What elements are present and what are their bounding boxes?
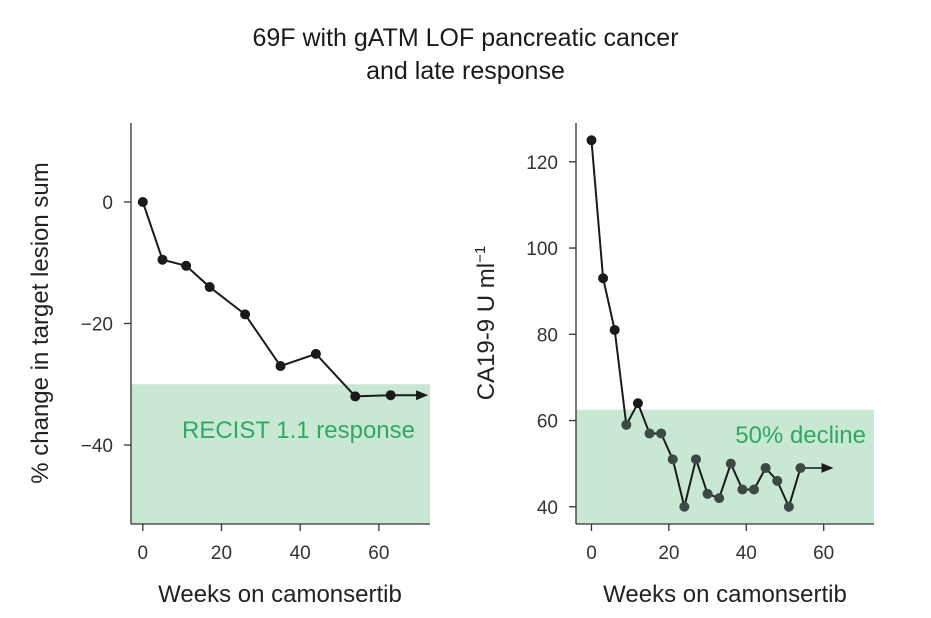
y-axis-label-ca19-9-sup: −1 [472,246,489,263]
data-point [204,282,215,293]
decline-label: 50% decline [735,422,866,449]
data-point [760,462,771,473]
data-point [679,501,690,512]
data-point [725,458,736,469]
x-tick-label: 60 [813,543,834,564]
x-tick-label: 0 [138,543,149,564]
data-point [783,501,794,512]
data-point [310,348,321,359]
axes-lesion-sum: 0 20 40 60 0 −20 −40 [81,123,430,564]
data-point [656,428,667,439]
x-tick-label: 20 [658,543,679,564]
y-tick-label: 40 [537,498,558,519]
data-point [772,475,783,486]
y-axis-label-ca19-9-base: CA19-9 U ml [473,263,500,400]
y-tick-label: 80 [537,325,558,346]
x-tick-label: 40 [290,543,311,564]
data-point [621,419,632,430]
data-point [275,361,286,372]
data-point [598,273,609,284]
y-tick-label: 0 [102,193,113,214]
data-point [157,254,168,265]
data-point [240,309,251,320]
data-point [181,260,192,271]
title-line-2: and late response [366,57,565,85]
x-tick-label: 0 [586,543,597,564]
x-tick-label: 20 [211,543,232,564]
data-point [632,398,643,409]
y-tick-label: 100 [526,239,558,260]
data-point [795,462,806,473]
data-point [609,324,620,335]
x-tick-label: 40 [736,543,757,564]
y-axis-label-ca19-9: CA19-9 U ml−1 [472,246,500,400]
data-point [702,488,713,499]
y-axis-label-lesion-sum: % change in target lesion sum [27,162,54,484]
chart-title: 69F with gATM LOF pancreatic cancer and … [0,22,931,88]
panel-ca19-9: 0 20 40 60 40 60 80 100 120 50% decline Weeks on… [472,123,874,608]
y-tick-label: −20 [81,315,113,336]
y-tick-label: −40 [81,436,113,457]
lesion-sum-series-line [141,201,391,398]
recist-label: RECIST 1.1 response [182,417,415,444]
y-tick-label: 60 [537,412,558,433]
data-point [714,493,725,504]
x-tick-label: 60 [368,543,389,564]
data-point [586,135,597,146]
title-line-1: 69F with gATM LOF pancreatic cancer [252,24,679,52]
data-point [667,454,678,465]
data-point [737,484,748,495]
data-point [644,428,655,439]
data-point [749,484,760,495]
lesion-sum-points [137,196,396,402]
x-axis-label-lesion-sum: Weeks on camonsertib [158,581,402,608]
data-point [137,196,148,207]
x-axis-label-ca19-9: Weeks on camonsertib [603,581,847,608]
panel-lesion-sum: 0 20 40 60 0 −20 −40 RECIST 1.1 response Weeks… [27,123,430,608]
data-point [690,454,701,465]
axes-ca19-9: 0 20 40 60 40 60 80 100 120 [526,123,874,564]
recist-shaded-region [131,384,430,524]
data-point [350,391,361,402]
y-tick-label: 120 [526,153,558,174]
ca19-9-points [586,135,806,512]
data-point [385,390,396,401]
